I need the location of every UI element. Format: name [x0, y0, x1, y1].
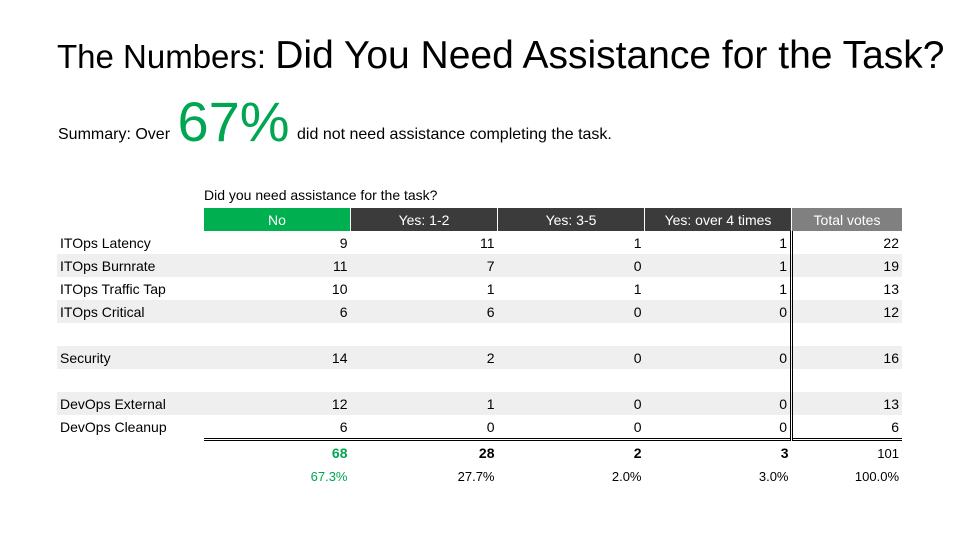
cell-no: 11: [203, 254, 351, 277]
cell-total: 22: [883, 234, 899, 251]
total-yes-over-4: 3: [644, 438, 792, 465]
cell-yes-1-2: 2: [350, 346, 498, 369]
header-no: No: [203, 208, 351, 231]
total-yes-3-5: 2: [497, 438, 645, 465]
percent-row: 67.3% 27.7% 2.0% 3.0% 100.0%: [57, 465, 902, 488]
table-row: DevOps Cleanup 6 0 0 0 6: [57, 415, 902, 440]
row-label: ITOps Burnrate: [57, 254, 204, 277]
summary-suffix: did not need assistance completing the t…: [297, 126, 612, 143]
cell-total: 12: [791, 300, 902, 323]
cell-yes-1-2: 1: [486, 280, 495, 297]
cell-no: 14: [203, 346, 351, 369]
cell-yes-over-4: 1: [644, 254, 793, 277]
table-row: ITOps Burnrate 11 7 0 1 19: [57, 254, 902, 277]
cell-no: [204, 323, 351, 346]
cell-no: [204, 369, 351, 392]
cell-yes-1-2: 6: [350, 300, 498, 323]
cell-yes-1-2: 7: [350, 254, 498, 277]
table-question: Did you need assistance for the task?: [204, 187, 438, 203]
row-label: DevOps Cleanup: [60, 419, 167, 436]
percent-label: [57, 465, 204, 488]
table-row: ITOps Traffic Tap 10 1 1 1 13: [57, 277, 902, 300]
cell-yes-3-5: [498, 323, 645, 346]
row-label: ITOps Traffic Tap: [60, 280, 166, 297]
row-label: ITOps Latency: [60, 234, 151, 251]
header-blank: [57, 208, 204, 231]
cell-total: 16: [791, 346, 902, 369]
cell-yes-3-5: 0: [497, 346, 645, 369]
total-no: 68: [203, 438, 351, 465]
summary-highlight-percent: 67%: [177, 90, 290, 153]
cell-yes-over-4: 0: [644, 346, 793, 369]
percent-yes-1-2: 27.7%: [457, 469, 495, 484]
cell-no: 6: [203, 300, 351, 323]
cell-no: 6: [339, 418, 348, 435]
table-spacer-row: [57, 369, 902, 392]
cell-yes-1-2: [351, 369, 498, 392]
slide-title-main: The Numbers:: [57, 38, 267, 75]
table-row: DevOps External 12 1 0 0 13: [57, 392, 902, 415]
percent-total: 100.0%: [854, 469, 899, 484]
cell-total: 19: [791, 254, 902, 277]
total-yes-1-2: 28: [350, 438, 498, 465]
cell-yes-1-2: 11: [479, 234, 495, 251]
cell-total: 6: [891, 418, 899, 435]
cell-yes-over-4: 1: [644, 277, 793, 300]
slide-title-sub: Did You Need Assistance for the Task?: [275, 34, 945, 77]
row-label: [57, 369, 204, 392]
cell-total: 13: [791, 392, 902, 415]
assistance-table: No Yes: 1-2 Yes: 3-5 Yes: over 4 times T…: [57, 208, 902, 488]
header-yes-over-4: Yes: over 4 times: [644, 208, 792, 231]
summary-prefix: Summary: Over: [58, 126, 171, 143]
cell-no: 10: [331, 280, 348, 297]
percent-yes-3-5: 2.0%: [611, 469, 642, 484]
header-yes-1-2: Yes: 1-2: [350, 208, 498, 231]
percent-yes-over-4: 3.0%: [758, 469, 789, 484]
table-row: Security 14 2 0 0 16: [57, 346, 902, 369]
cell-yes-over-4: 0: [644, 300, 793, 323]
totals-label: [57, 440, 204, 466]
cell-yes-3-5: 1: [633, 234, 642, 251]
totals-row: 68 28 2 3 101: [57, 438, 902, 466]
cell-no: 12: [203, 392, 351, 415]
cell-yes-3-5: 0: [633, 418, 642, 435]
table-row: ITOps Critical 6 6 0 0 12: [57, 300, 902, 323]
cell-yes-3-5: 1: [633, 280, 642, 297]
cell-no: 9: [339, 234, 348, 251]
cell-yes-over-4: 0: [644, 392, 793, 415]
cell-total: 13: [883, 280, 899, 297]
cell-yes-3-5: 0: [497, 392, 645, 415]
cell-total: [792, 323, 903, 346]
slide-title: The Numbers: Did You Need Assistance for…: [57, 34, 944, 79]
cell-yes-3-5: 0: [497, 300, 645, 323]
cell-yes-over-4: 0: [644, 415, 793, 440]
cell-yes-over-4: 1: [644, 231, 793, 254]
cell-yes-over-4: [644, 323, 793, 346]
cell-yes-3-5: [498, 369, 645, 392]
cell-yes-over-4: [644, 369, 793, 392]
cell-yes-1-2: 0: [486, 418, 495, 435]
row-label: [57, 323, 204, 346]
row-label: DevOps External: [57, 392, 204, 415]
cell-yes-1-2: [351, 323, 498, 346]
row-label: Security: [57, 346, 204, 369]
table-spacer-row: [57, 323, 902, 346]
header-total-votes: Total votes: [791, 208, 902, 231]
header-yes-3-5: Yes: 3-5: [497, 208, 645, 231]
table-header-row: No Yes: 1-2 Yes: 3-5 Yes: over 4 times T…: [57, 208, 902, 231]
cell-yes-3-5: 0: [497, 254, 645, 277]
table-row: ITOps Latency 9 11 1 1 22: [57, 231, 902, 254]
cell-total: [792, 369, 903, 392]
cell-yes-1-2: 1: [350, 392, 498, 415]
total-votes-sum: 101: [791, 438, 902, 465]
row-label: ITOps Critical: [57, 300, 204, 323]
summary-line: Summary: Over 67% did not need assistanc…: [58, 94, 612, 150]
percent-no: 67.3%: [310, 469, 348, 484]
